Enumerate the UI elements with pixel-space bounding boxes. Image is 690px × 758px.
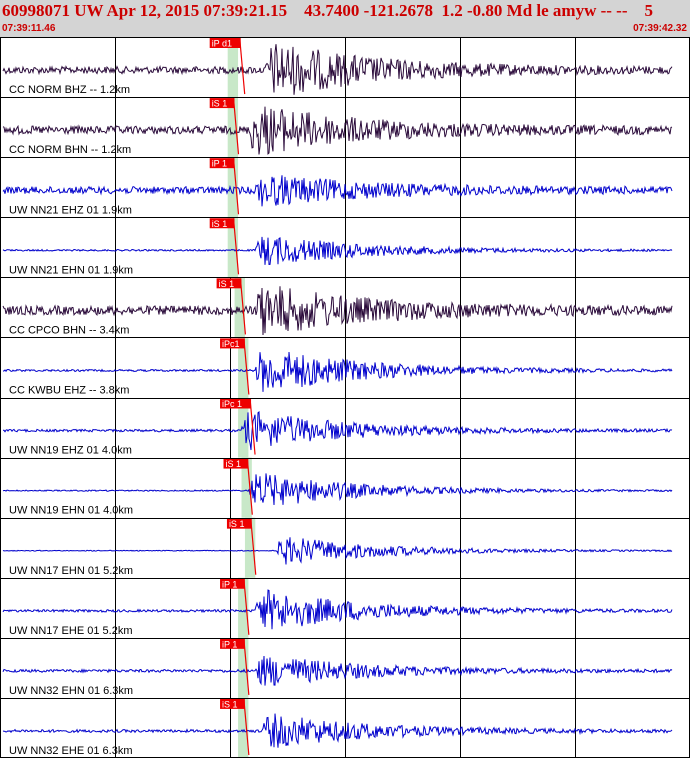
phase-pick-flag[interactable] <box>220 578 245 589</box>
phase-pick-label: iS 1 <box>222 699 238 709</box>
waveform-trace <box>2 286 673 336</box>
phase-pick-label: iS 1 <box>212 99 228 109</box>
event-title: 60998071 UW Apr 12, 2015 07:39:21.15 43.… <box>2 1 653 20</box>
trace-label: CC NORM BHZ -- 1.2km <box>9 84 130 96</box>
analysis-window <box>227 37 239 98</box>
trace-label: UW NN32 EHN 01 6.3km <box>9 685 133 697</box>
trace-label: UW NN21 EHZ 01 1.9km <box>9 204 132 216</box>
phase-pick-label: iPc1 <box>222 339 240 349</box>
trace-label: UW NN21 EHN 01 1.9km <box>9 264 133 276</box>
phase-pick-flag[interactable] <box>209 158 235 169</box>
waveform-trace <box>2 44 673 95</box>
analysis-window <box>238 697 249 758</box>
analysis-window <box>238 337 249 398</box>
trace-label: UW NN19 EHN 01 4.0km <box>9 505 133 517</box>
window-start-time: 07:39:11.46 <box>2 23 56 34</box>
waveform-trace <box>2 351 673 392</box>
trace-row[interactable]: iS 1 UW NN19 EHN 01 4.0km <box>0 457 690 518</box>
trace-row[interactable]: iS 1 CC CPCO BHN -- 3.4km <box>0 277 690 338</box>
trace-row[interactable]: iP d1 CC NORM BHZ -- 1.2km <box>2 37 673 98</box>
trace-label: UW NN32 EHE 01 6.3km <box>9 745 132 757</box>
trace-row[interactable]: iP 1 UW NN32 EHN 01 6.3km <box>0 637 690 698</box>
phase-pick-flag[interactable] <box>220 338 245 349</box>
trace-row[interactable]: iP 1 UW NN21 EHZ 01 1.9km <box>0 157 690 218</box>
waveform-trace <box>2 106 673 155</box>
trace-row[interactable]: iS 1 UW NN17 EHN 01 5.2km <box>0 517 690 578</box>
trace-label: CC NORM BHN -- 1.2km <box>9 144 131 156</box>
phase-pick-label: iP d1 <box>212 39 232 49</box>
phase-pick-flag[interactable] <box>216 278 242 289</box>
analysis-window <box>227 97 239 158</box>
waveform-trace <box>2 473 673 506</box>
phase-pick-flag[interactable] <box>220 398 252 409</box>
analysis-window <box>238 577 249 638</box>
analysis-window <box>227 217 239 278</box>
phase-pick-label: iS 1 <box>212 219 228 229</box>
phase-pick-line <box>243 578 250 635</box>
phase-pick-line <box>250 518 257 575</box>
trace-row[interactable]: iPc1 CC KWBU EHZ -- 3.8km <box>0 337 690 398</box>
phase-pick-flag[interactable] <box>220 638 245 649</box>
analysis-window <box>227 157 239 218</box>
trace-label: CC CPCO BHN -- 3.4km <box>9 324 129 336</box>
trace-row[interactable]: iS 1 UW NN32 EHE 01 6.3km <box>0 697 690 758</box>
waveform-trace <box>2 537 673 565</box>
phase-pick-line <box>232 158 240 215</box>
analysis-window <box>238 637 249 698</box>
trace-row[interactable]: iP 1 UW NN17 EHE 01 5.2km <box>0 577 690 638</box>
event-header: 60998071 UW Apr 12, 2015 07:39:21.15 43.… <box>0 0 690 37</box>
phase-pick-flag[interactable] <box>223 458 249 469</box>
phase-pick-line <box>239 37 246 95</box>
phase-pick-line <box>243 338 250 395</box>
phase-pick-flag[interactable] <box>209 218 235 229</box>
waveform-trace <box>2 655 673 686</box>
phase-pick-line <box>243 698 250 756</box>
phase-pick-line <box>232 218 240 275</box>
phase-pick-flag[interactable] <box>226 518 252 529</box>
waveform-trace <box>2 589 673 630</box>
analysis-window <box>238 397 249 458</box>
trace-label: UW NN17 EHN 01 5.2km <box>9 565 133 577</box>
trace-label: UW NN17 EHE 01 5.2km <box>9 625 132 637</box>
phase-pick-line <box>239 278 246 335</box>
seismogram-panel[interactable]: iP d1 CC NORM BHZ -- 1.2km iS 1 CC NORM BHN… <box>0 37 690 758</box>
phase-pick-label: iP 1 <box>222 579 237 589</box>
phase-pick-line <box>243 638 250 695</box>
phase-pick-label: iP 1 <box>212 159 227 169</box>
analysis-window <box>234 277 245 338</box>
trace-row[interactable]: iS 1 UW NN21 EHN 01 1.9km <box>0 217 690 278</box>
phase-pick-label: iP 1 <box>222 639 237 649</box>
phase-pick-flag[interactable] <box>220 698 245 709</box>
trace-row[interactable]: iPc 1 UW NN19 EHZ 01 4.0km <box>0 397 690 458</box>
phase-pick-line <box>249 398 256 455</box>
analysis-window <box>241 457 252 518</box>
trace-row[interactable]: iS 1 CC NORM BHN -- 1.2km <box>0 97 690 158</box>
waveform-trace <box>3 411 673 451</box>
time-grid <box>115 37 576 758</box>
phase-pick-line <box>246 458 253 515</box>
phase-pick-line <box>232 98 240 155</box>
trace-label: CC KWBU EHZ -- 3.8km <box>9 385 129 397</box>
window-end-time: 07:39:42.32 <box>633 23 687 34</box>
waveform-trace <box>2 236 673 266</box>
phase-pick-flag[interactable] <box>209 38 241 48</box>
phase-pick-label: iS 1 <box>226 459 242 469</box>
phase-pick-label: iS 1 <box>219 279 235 289</box>
phase-pick-label: iS 1 <box>229 519 245 529</box>
phase-pick-flag[interactable] <box>209 98 235 109</box>
analysis-window <box>244 517 256 578</box>
phase-pick-label: iPc 1 <box>222 399 242 409</box>
trace-label: UW NN19 EHZ 01 4.0km <box>9 445 132 457</box>
waveform-trace <box>2 713 673 748</box>
waveform-trace <box>2 175 673 207</box>
